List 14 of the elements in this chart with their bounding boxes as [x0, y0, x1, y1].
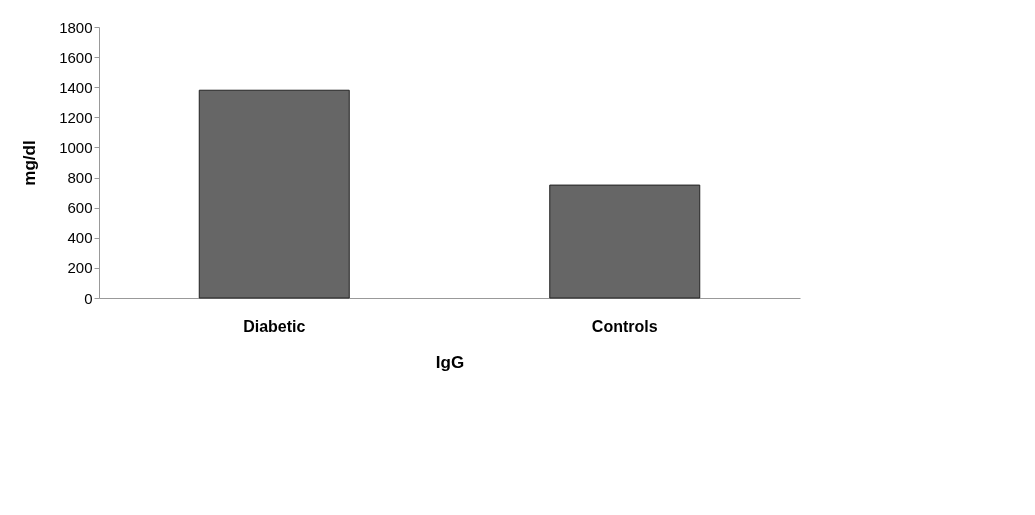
- y-axis-title: mg/dl: [20, 140, 40, 186]
- y-tick-label: 1400: [59, 78, 93, 96]
- x-tick-label: Diabetic: [243, 317, 306, 335]
- x-axis-title: IgG: [435, 352, 465, 372]
- y-tick-label: 800: [67, 169, 93, 187]
- y-tick-label: 0: [84, 289, 93, 307]
- y-tick-label: 400: [67, 229, 93, 247]
- y-tick-label: 1000: [59, 138, 93, 156]
- y-tick-label: 1200: [59, 108, 93, 126]
- y-tick-label: 1800: [59, 18, 93, 36]
- y-tick-label: 600: [67, 199, 93, 217]
- x-tick-label: Controls: [591, 317, 658, 335]
- y-tick-label: 200: [67, 259, 93, 277]
- y-tick-label: 1600: [59, 48, 93, 66]
